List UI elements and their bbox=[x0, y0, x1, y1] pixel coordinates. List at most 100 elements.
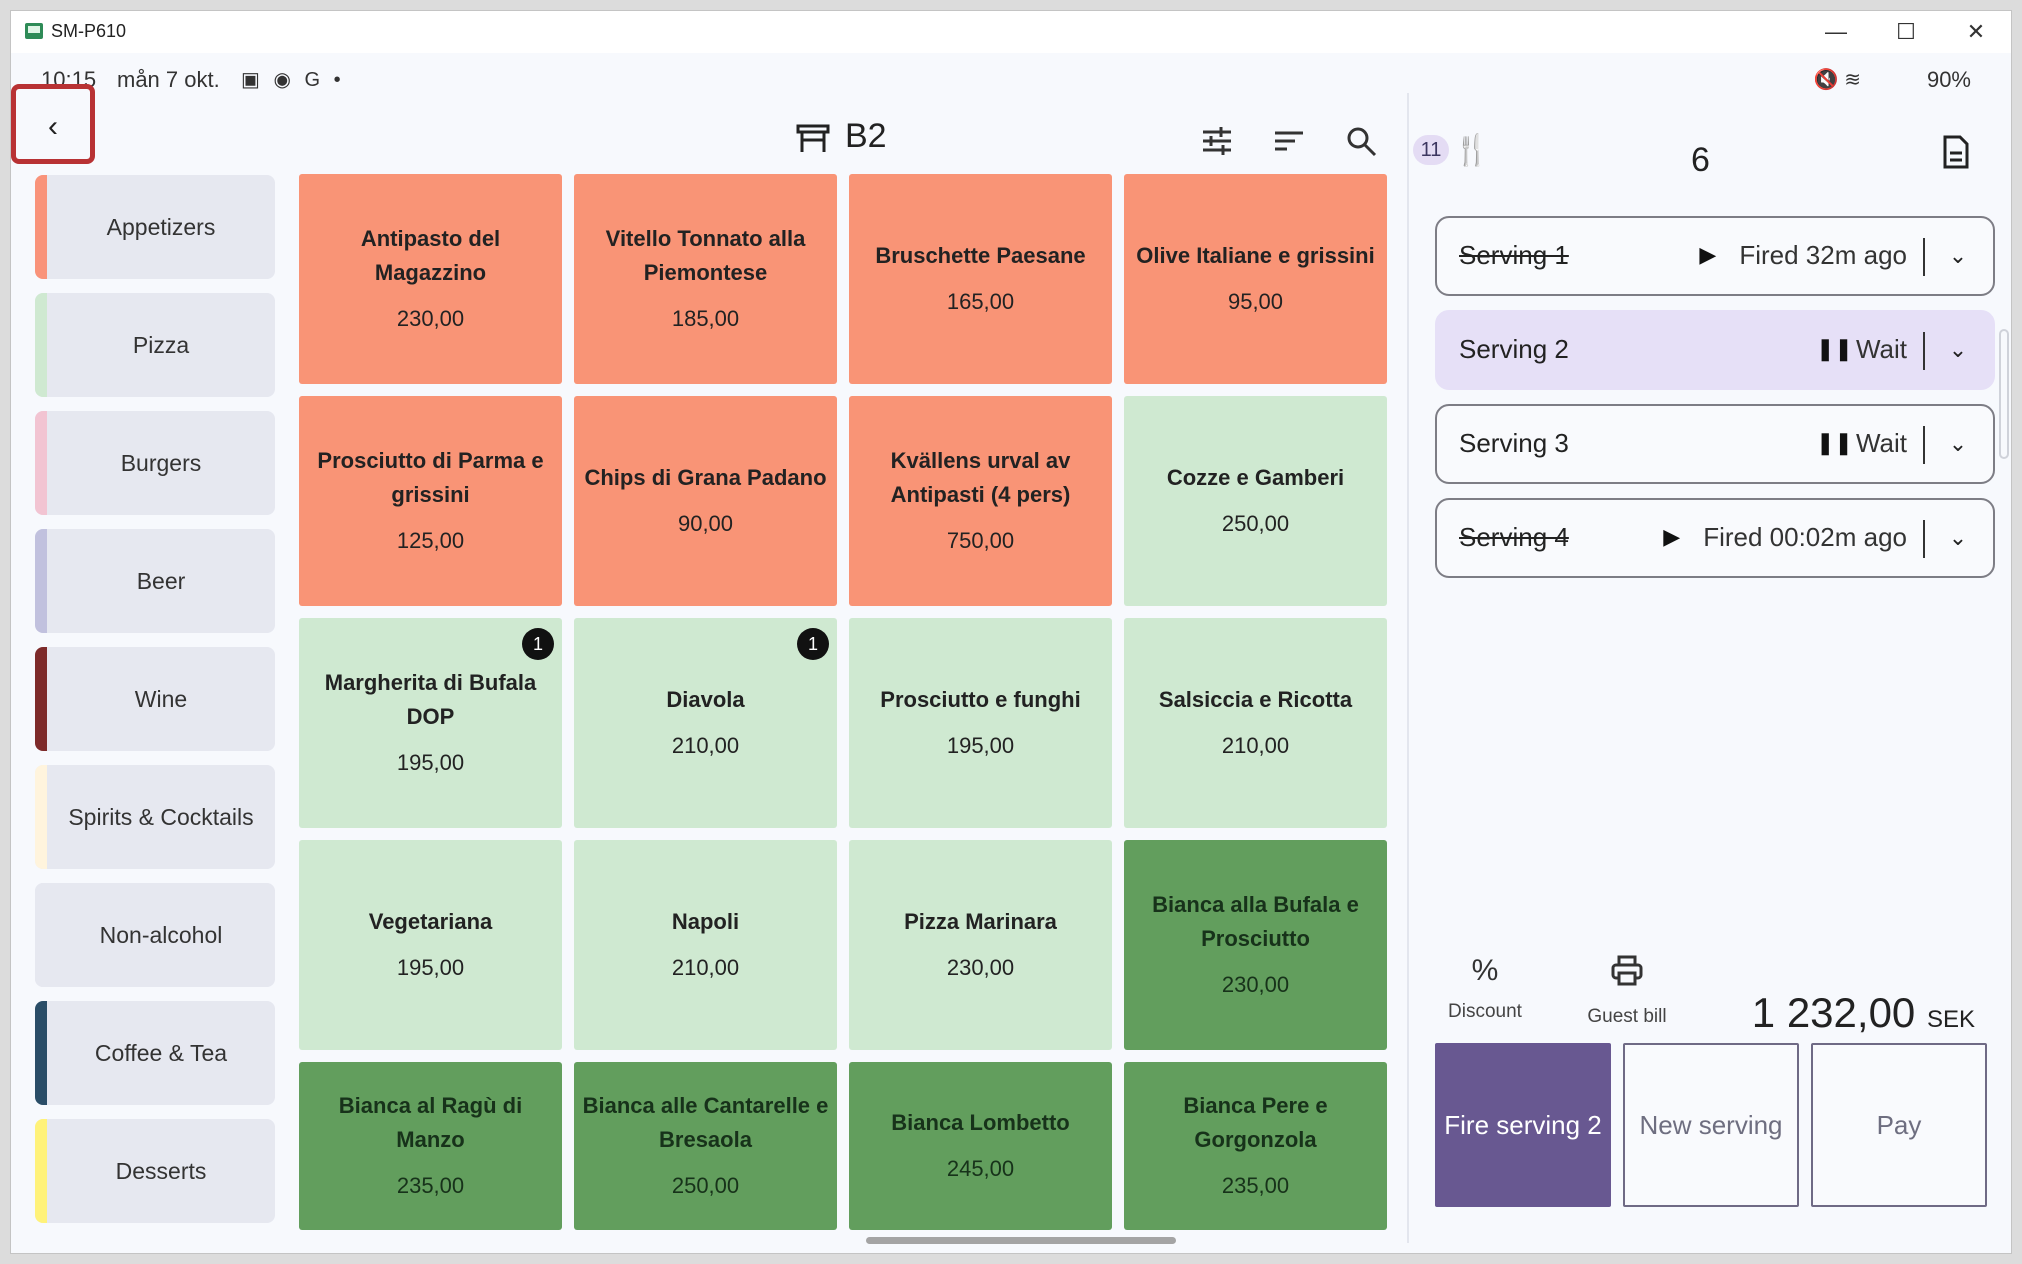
total-currency: SEK bbox=[1926, 1006, 1975, 1033]
product-name: Antipasto del Magazzino bbox=[360, 226, 501, 285]
product-tile[interactable]: Kvällens urval av Antipasti (4 pers) 750,… bbox=[849, 396, 1112, 606]
category-wine[interactable]: Wine bbox=[35, 647, 275, 751]
product-price: 195,00 bbox=[396, 955, 465, 980]
printer-icon bbox=[1611, 955, 1643, 986]
product-tile[interactable]: Bianca alla Bufala e Prosciutto 230,00 bbox=[1124, 840, 1387, 1050]
category-burgers[interactable]: Burgers bbox=[35, 411, 275, 515]
product-tile[interactable]: Cozze e Gamberi 250,00 bbox=[1124, 396, 1387, 606]
product-tile[interactable]: Napoli 210,00 bbox=[574, 840, 837, 1050]
product-tile[interactable]: Bianca alle Cantarelle e Bresaola 250,00 bbox=[574, 1062, 837, 1230]
product-name: Diavola bbox=[666, 687, 745, 712]
category-pizza[interactable]: Pizza bbox=[35, 293, 275, 397]
product-name: Vitello Tonnato alla Piemontese bbox=[605, 226, 806, 285]
back-highlight bbox=[11, 84, 95, 164]
product-tile[interactable]: Diavola 210,00 1 bbox=[574, 618, 837, 828]
order-total: 1 232,00 SEK bbox=[1752, 989, 1975, 1037]
product-price: 195,00 bbox=[396, 750, 465, 775]
serving-row[interactable]: Serving 1 Fired 32m ago ▶ ⌄ bbox=[1435, 216, 1995, 296]
product-price: 250,00 bbox=[671, 1173, 740, 1198]
product-name: Chips di Grana Padano bbox=[584, 465, 827, 490]
product-price: 90,00 bbox=[677, 511, 734, 536]
product-name: Bianca alle Cantarelle e Bresaola bbox=[582, 1093, 829, 1152]
product-tile[interactable]: Chips di Grana Padano 90,00 bbox=[574, 396, 837, 606]
serving-status: Wait bbox=[1855, 428, 1907, 458]
product-price: 230,00 bbox=[1221, 972, 1290, 997]
search-icon[interactable] bbox=[1343, 123, 1379, 159]
product-tile[interactable]: Vitello Tonnato alla Piemontese 185,00 bbox=[574, 174, 837, 384]
close-button[interactable]: ✕ bbox=[1966, 19, 1986, 44]
window-titlebar: SM-P610 — ☐ ✕ bbox=[11, 11, 2011, 53]
category-coffee-tea[interactable]: Coffee & Tea bbox=[35, 1001, 275, 1105]
product-price: 750,00 bbox=[946, 528, 1015, 553]
category-label: Pizza bbox=[132, 331, 190, 358]
product-tile[interactable]: Bianca Pere e Gorgonzola 235,00 bbox=[1124, 1062, 1387, 1230]
category-label: Coffee & Tea bbox=[94, 1039, 228, 1066]
product-price: 210,00 bbox=[671, 733, 740, 758]
category-label: Beer bbox=[136, 567, 186, 594]
product-tile[interactable]: Antipasto del Magazzino 230,00 bbox=[299, 174, 562, 384]
play-icon: ▶ bbox=[1663, 524, 1681, 549]
quantity-badge: 1 bbox=[797, 628, 829, 660]
window-title: SM-P610 bbox=[51, 21, 127, 41]
serving-name: Serving 2 bbox=[1459, 334, 1569, 364]
filter-sliders-icon[interactable] bbox=[1199, 123, 1235, 159]
app-icon bbox=[25, 23, 43, 39]
product-tile[interactable]: Margherita di Bufala DOP 195,00 1 bbox=[299, 618, 562, 828]
pause-icon: ❚❚ bbox=[1815, 336, 1853, 361]
chevron-down-icon[interactable]: ⌄ bbox=[1948, 525, 1968, 550]
category-color-strip bbox=[35, 647, 47, 751]
product-tile[interactable]: Pizza Marinara 230,00 bbox=[849, 840, 1112, 1050]
product-name: Prosciutto e funghi bbox=[880, 687, 1081, 712]
discount-action[interactable]: % Discount bbox=[1425, 951, 1545, 1023]
product-price: 230,00 bbox=[396, 306, 465, 331]
cutlery-icon[interactable]: 🍴 bbox=[1453, 134, 1491, 167]
fire-serving-button[interactable]: Fire serving 2 bbox=[1435, 1043, 1611, 1207]
back-button[interactable]: ‹ bbox=[48, 110, 58, 143]
category-non-alcohol[interactable]: Non-alcohol bbox=[35, 883, 275, 987]
pay-button[interactable]: Pay bbox=[1811, 1043, 1987, 1207]
quantity-badge: 1 bbox=[522, 628, 554, 660]
chevron-down-icon[interactable]: ⌄ bbox=[1948, 243, 1968, 268]
product-name: Salsiccia e Ricotta bbox=[1158, 687, 1353, 712]
percent-icon: % bbox=[1471, 954, 1499, 987]
product-name: Prosciutto di Parma e grissini bbox=[317, 448, 544, 507]
product-tile[interactable]: Vegetariana 195,00 bbox=[299, 840, 562, 1050]
product-tile[interactable]: Salsiccia e Ricotta 210,00 bbox=[1124, 618, 1387, 828]
product-price: 185,00 bbox=[671, 306, 740, 331]
product-price: 235,00 bbox=[396, 1173, 465, 1198]
category-appetizers[interactable]: Appetizers bbox=[35, 175, 275, 279]
serving-row[interactable]: Serving 4 Fired 00:02m ago ▶ ⌄ bbox=[1435, 498, 1995, 578]
product-name: Pizza Marinara bbox=[904, 909, 1057, 934]
chevron-down-icon[interactable]: ⌄ bbox=[1948, 431, 1968, 456]
serving-status: Fired 32m ago bbox=[1739, 240, 1907, 270]
app-window: SM-P610 — ☐ ✕ 10:15 mån 7 okt. ▣ ◉ G • 🔇… bbox=[10, 10, 2012, 1254]
product-tile[interactable]: Bruschette Paesane 165,00 bbox=[849, 174, 1112, 384]
serving-row[interactable]: Serving 3 Wait ❚❚ ⌄ bbox=[1435, 404, 1995, 484]
chevron-down-icon[interactable]: ⌄ bbox=[1948, 337, 1968, 362]
serving-row[interactable]: Serving 2 Wait ❚❚ ⌄ bbox=[1435, 310, 1995, 390]
product-tile[interactable]: Bianca al Ragù di Manzo 235,00 bbox=[299, 1062, 562, 1230]
product-name: Vegetariana bbox=[368, 909, 493, 934]
product-tile[interactable]: Prosciutto e funghi 195,00 bbox=[849, 618, 1112, 828]
sort-icon[interactable] bbox=[1271, 123, 1307, 159]
product-tile[interactable]: Prosciutto di Parma e grissini 125,00 bbox=[299, 396, 562, 606]
guest-bill-action[interactable]: Guest bill bbox=[1567, 951, 1687, 1028]
category-color-strip bbox=[35, 175, 47, 279]
product-price: 210,00 bbox=[1221, 733, 1290, 758]
product-name: Bianca al Ragù di Manzo bbox=[338, 1093, 523, 1152]
product-tile[interactable]: Olive Italiane e grissini 95,00 bbox=[1124, 174, 1387, 384]
category-color-strip bbox=[35, 1001, 47, 1105]
side-scroll-handle[interactable] bbox=[1999, 329, 2009, 459]
product-name: Bianca Pere e Gorgonzola bbox=[1183, 1093, 1328, 1152]
category-desserts[interactable]: Desserts bbox=[35, 1119, 275, 1223]
product-tile[interactable]: Bianca Lombetto 245,00 bbox=[849, 1062, 1112, 1230]
receipt-document-icon[interactable] bbox=[1941, 135, 1971, 169]
category-spirits-cocktails[interactable]: Spirits & Cocktails bbox=[35, 765, 275, 869]
category-beer[interactable]: Beer bbox=[35, 529, 275, 633]
item-count-badge: 11 bbox=[1413, 135, 1449, 165]
maximize-button[interactable]: ☐ bbox=[1896, 19, 1916, 44]
horizontal-scrollbar[interactable] bbox=[866, 1237, 1176, 1244]
guest-count[interactable]: 6 bbox=[1691, 141, 1710, 179]
minimize-button[interactable]: — bbox=[1825, 19, 1847, 44]
new-serving-button[interactable]: New serving bbox=[1623, 1043, 1799, 1207]
